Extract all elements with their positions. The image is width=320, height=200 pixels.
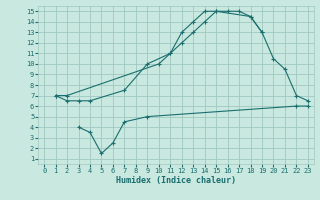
X-axis label: Humidex (Indice chaleur): Humidex (Indice chaleur) (116, 176, 236, 185)
